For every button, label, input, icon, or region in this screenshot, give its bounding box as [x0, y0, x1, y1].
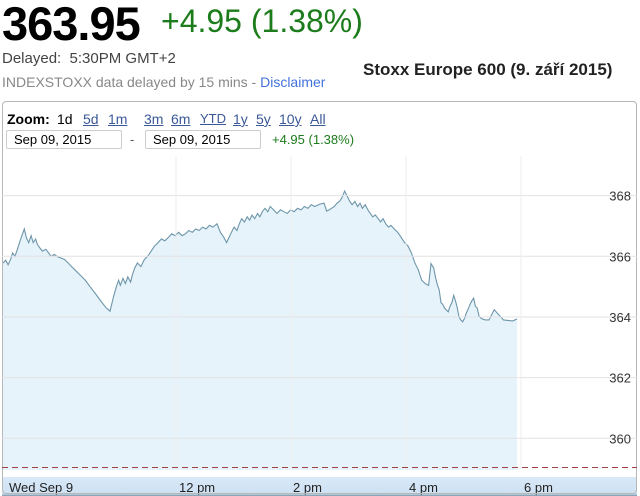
svg-text:360: 360 [609, 431, 631, 446]
svg-text:362: 362 [609, 371, 631, 386]
svg-text:366: 366 [609, 249, 631, 264]
svg-text:364: 364 [609, 310, 631, 325]
svg-text:368: 368 [609, 189, 631, 204]
